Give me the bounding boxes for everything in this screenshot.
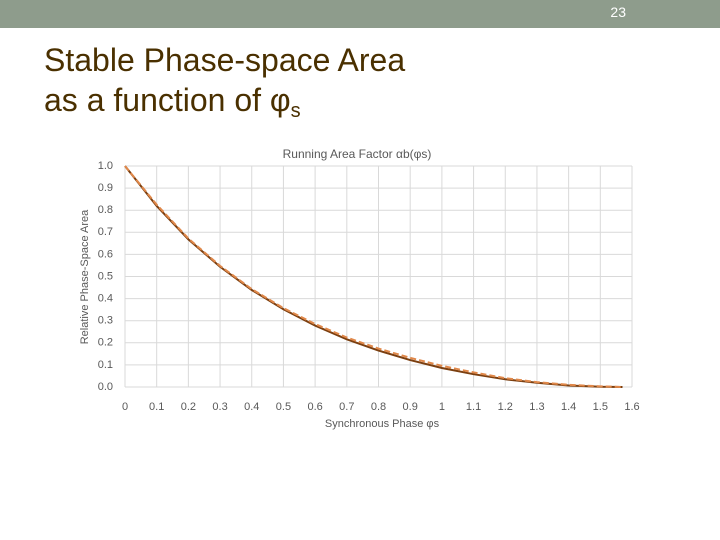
x-axis-label: Synchronous Phase φs	[325, 418, 440, 430]
x-tick-label: 1.3	[529, 401, 544, 413]
x-tick-label: 0.3	[212, 401, 227, 413]
title-line: Stable Phase-space Area	[44, 42, 406, 78]
slide-number: 23	[610, 4, 626, 20]
x-tick-label: 1.6	[624, 401, 639, 413]
title-subscript: s	[290, 100, 301, 122]
y-tick-label: 0.8	[98, 204, 113, 216]
x-tick-label: 1	[439, 401, 445, 413]
y-tick-label: 0.4	[98, 293, 113, 305]
y-tick-label: 0.0	[98, 381, 113, 393]
x-tick-label: 0	[122, 401, 128, 413]
x-tick-label: 0.9	[403, 401, 418, 413]
y-tick-label: 0.1	[98, 359, 113, 371]
y-tick-label: 0.9	[98, 182, 113, 194]
x-tick-label: 0.2	[181, 401, 196, 413]
y-tick-label: 1.0	[98, 160, 113, 172]
x-tick-label: 1.1	[466, 401, 481, 413]
y-tick-label: 0.3	[98, 315, 113, 327]
x-tick-label: 0.4	[244, 401, 259, 413]
y-tick-label: 0.5	[98, 270, 113, 282]
x-tick-label: 0.7	[339, 401, 354, 413]
title-line: as a function of φ	[44, 82, 291, 118]
header-bar: 23	[0, 0, 720, 28]
y-tick-label: 0.7	[98, 226, 113, 238]
chart-title: Running Area Factor αb(φs)	[283, 147, 432, 161]
x-tick-label: 0.6	[307, 401, 322, 413]
y-axis-label: Relative Phase-Space Area	[79, 209, 91, 344]
x-tick-label: 1.2	[498, 401, 513, 413]
x-tick-label: 0.1	[149, 401, 164, 413]
y-tick-label: 0.6	[98, 248, 113, 260]
x-tick-label: 1.4	[561, 401, 576, 413]
data-line	[124, 165, 623, 388]
x-tick-label: 0.8	[371, 401, 386, 413]
slide-title: Stable Phase-space Area as a function of …	[44, 40, 405, 131]
x-tick-label: 1.5	[593, 401, 608, 413]
x-tick-label: 0.5	[276, 401, 291, 413]
y-tick-label: 0.2	[98, 337, 113, 349]
